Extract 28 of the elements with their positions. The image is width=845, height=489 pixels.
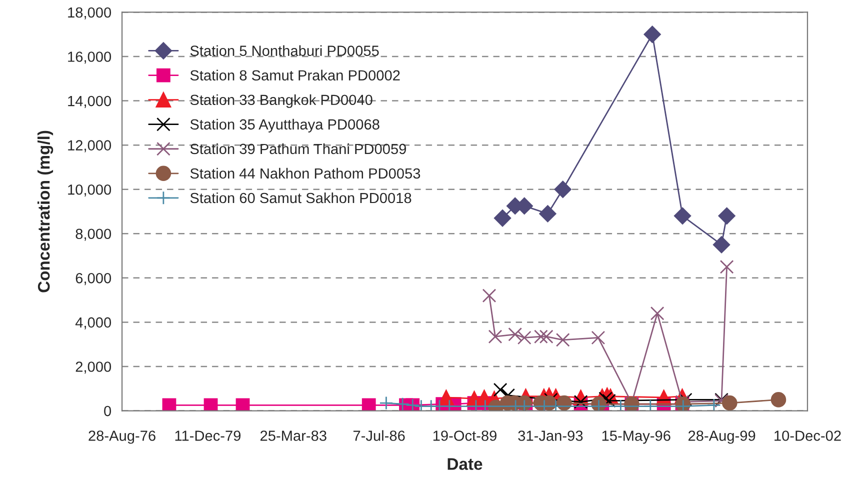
x-tick-label: 7-Jul-86	[353, 430, 405, 441]
x-tick-label: 28-Aug-99	[688, 430, 756, 444]
legend-label: Station 44 Nakhon Pathom PD0053	[190, 168, 420, 179]
y-tick-label: 14,000	[68, 96, 112, 108]
y-tick-label: 12,000	[68, 140, 112, 152]
y-tick-label: 8,000	[76, 228, 112, 241]
legend-label: Station 5 Nonthaburi PD0055	[190, 45, 379, 56]
x-tick-label: 11-Dec-79	[175, 430, 241, 441]
y-tick-label: 18,000	[68, 7, 112, 20]
legend-label: Station 8 Samut Prakan PD0002	[190, 70, 400, 81]
y-tick-label: 0	[104, 406, 112, 416]
x-axis-title: Date	[448, 458, 482, 470]
legend-label: Station 35 Ayutthaya PD0068	[190, 118, 380, 132]
x-tick-label: 15-May-96	[602, 430, 670, 444]
x-tick-label: 10-Dec-02	[774, 430, 841, 441]
y-axis-title: Concentration (mg/l)	[38, 130, 54, 292]
legend-label: Station 60 Samut Sakhon PD0018	[190, 192, 412, 204]
y-tick-label: 4,000	[75, 317, 112, 330]
x-tick-label: 31-Jan-93	[518, 430, 583, 441]
legend-label: Station 39 Pathum Thani PD0059	[190, 143, 406, 154]
x-tick-label: 25-Mar-83	[260, 430, 326, 441]
y-tick-label: 16,000	[68, 52, 112, 64]
legend-label: Station 33 Bangkok PD0040	[190, 94, 372, 108]
y-tick-label: 2,000	[76, 362, 112, 374]
x-tick-label: 28-Aug-76	[88, 430, 156, 444]
y-tick-label: 10,000	[68, 184, 112, 196]
x-tick-label: 19-Oct-89	[433, 430, 496, 441]
y-tick-label: 6,000	[76, 273, 112, 286]
